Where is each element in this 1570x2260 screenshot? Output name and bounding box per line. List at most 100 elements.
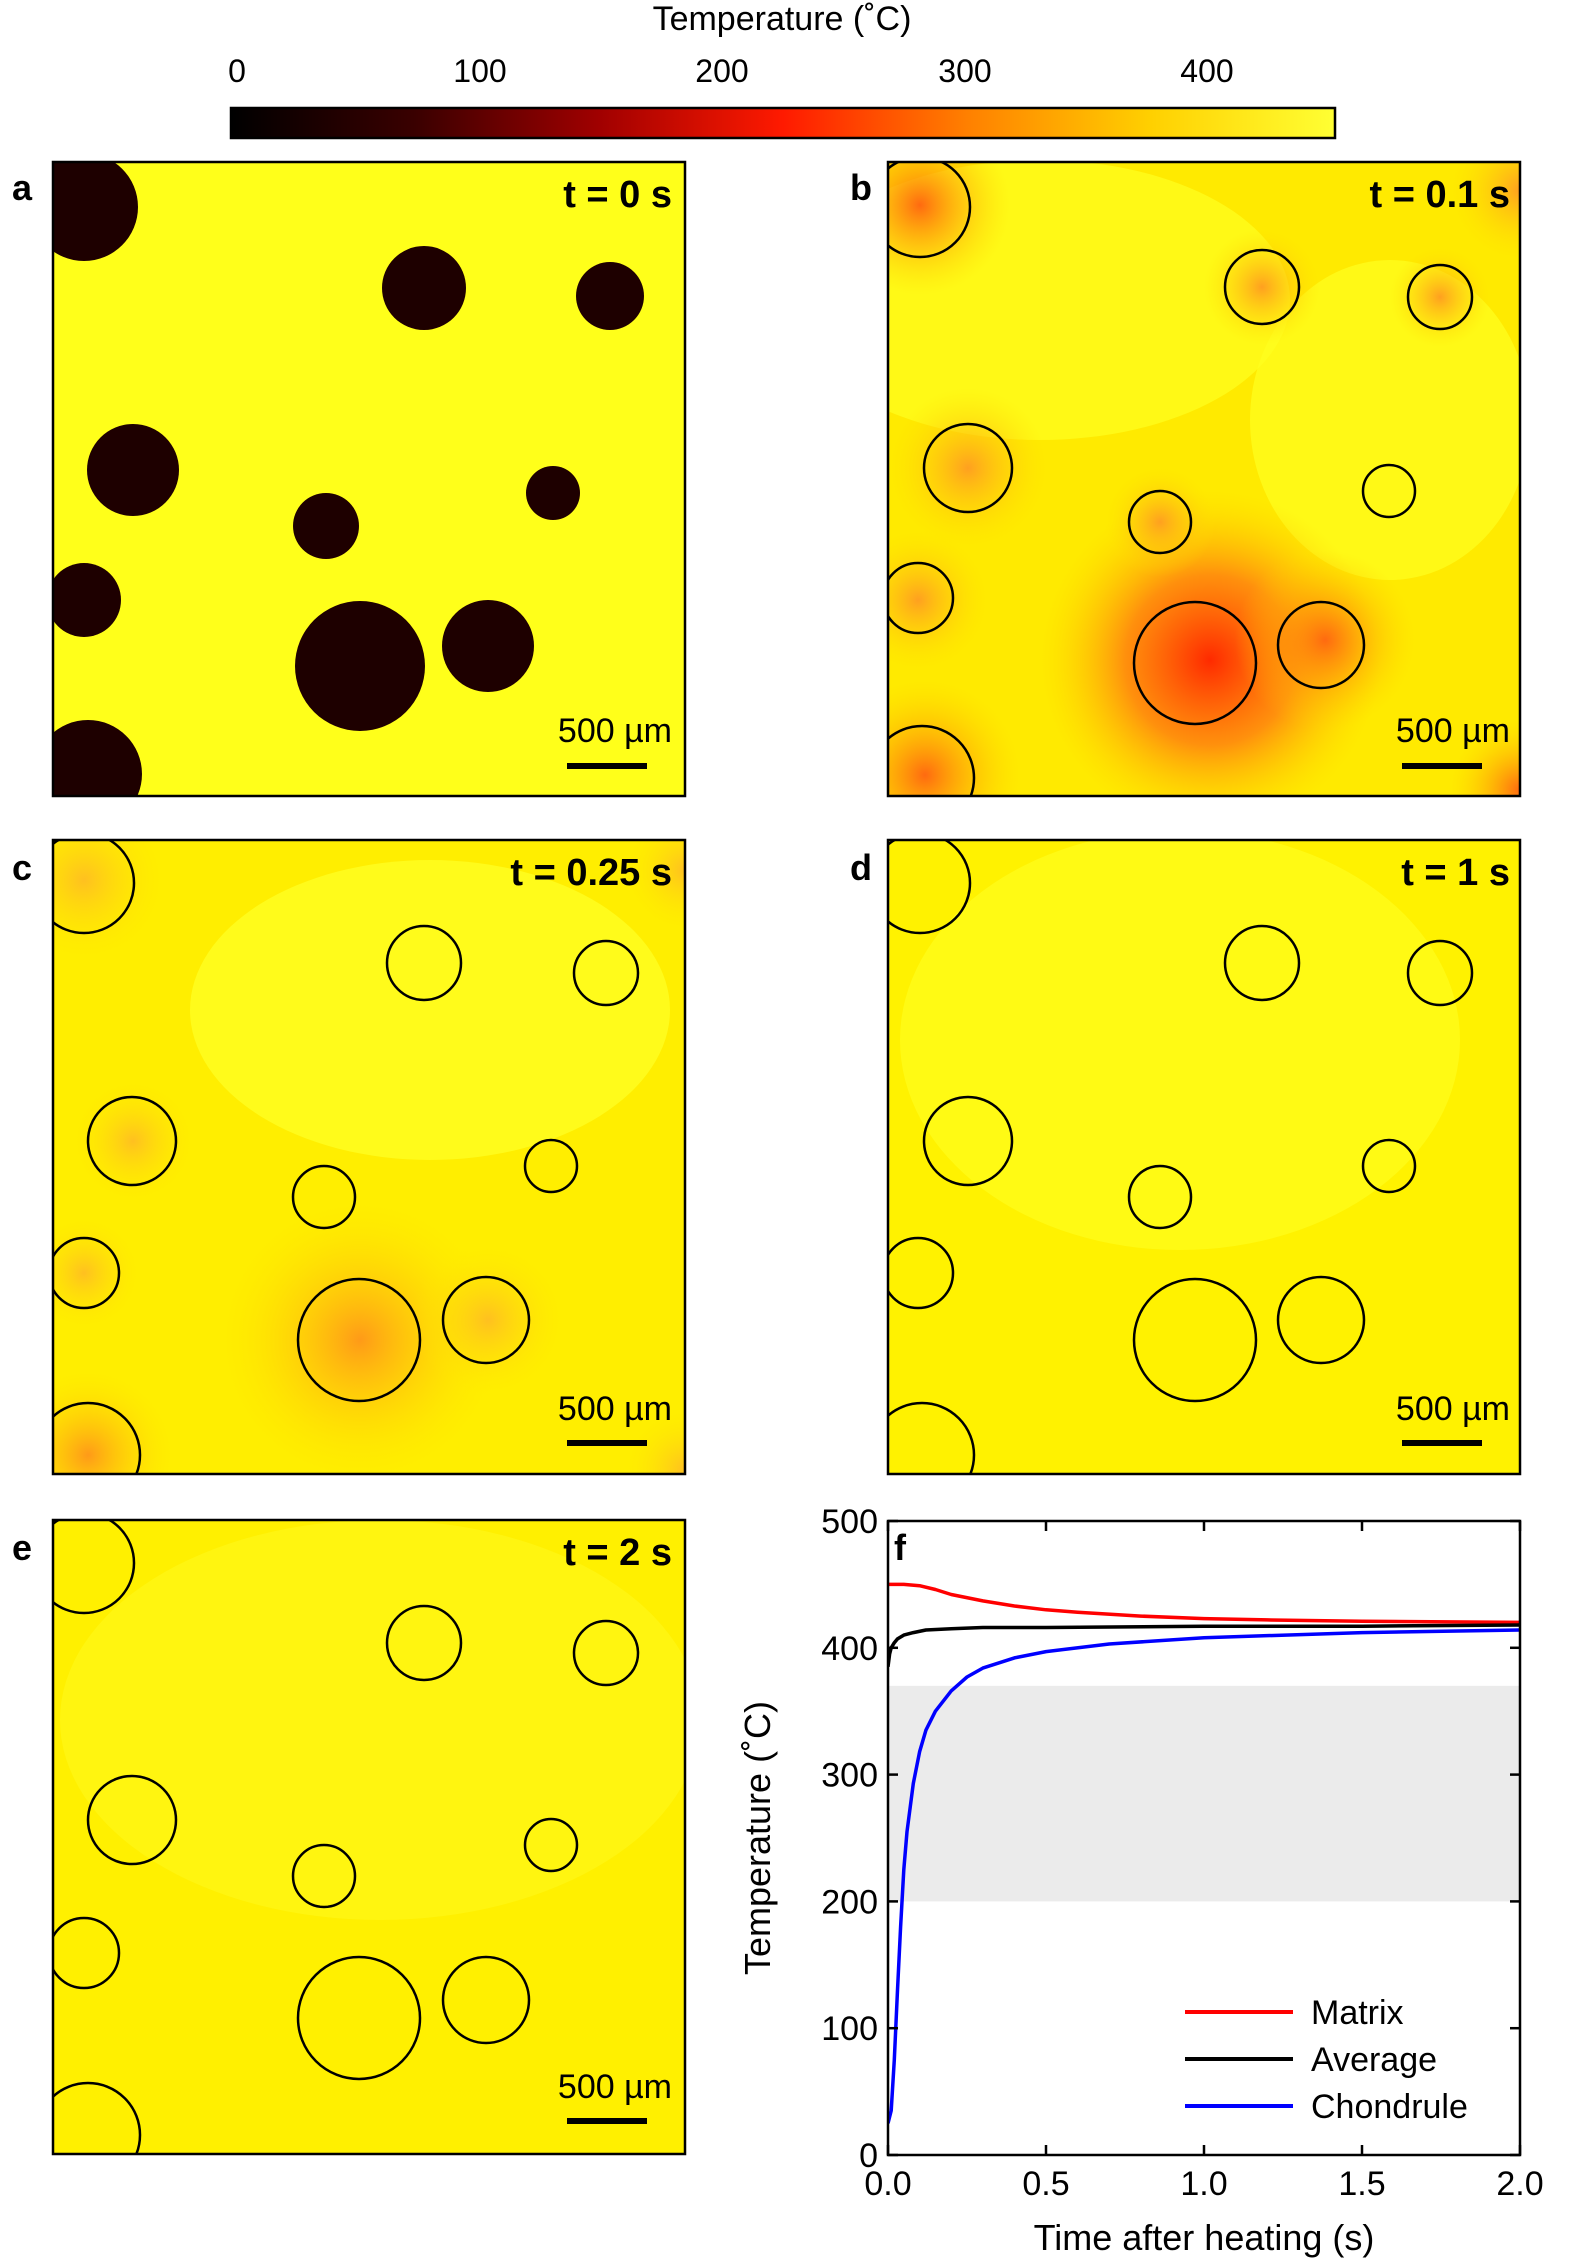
warm-region — [1204, 229, 1320, 345]
chondrule — [382, 246, 466, 330]
colorbar-title: Temperature (˚C) — [653, 0, 912, 38]
chondrule-outlines — [53, 1520, 640, 2154]
colorbar-tick-label: 0 — [228, 53, 246, 89]
chondrule — [1127, 1164, 1193, 1230]
panel-d: d t = 1 s 500 µm — [850, 838, 1522, 1476]
chondrule — [523, 1138, 579, 1194]
chondrule-outlines — [53, 840, 640, 1474]
warm-region — [1450, 720, 1520, 796]
panel-frame — [886, 160, 1522, 798]
warm-region — [220, 1200, 500, 1474]
colorbar-tick-label: 300 — [938, 53, 991, 89]
series-line-chondrule — [888, 1628, 1520, 2124]
chondrule — [572, 939, 640, 1007]
y-tick-label: 100 — [821, 2010, 878, 2048]
chondrule — [1132, 600, 1258, 726]
legend-label: Chondrule — [1311, 2088, 1468, 2126]
panel-letter: a — [12, 167, 33, 208]
x-tick-label: 0.0 — [864, 2165, 911, 2203]
chondrule — [1223, 248, 1301, 326]
chondrule — [1276, 600, 1366, 690]
scale-bar-label: 500 µm — [558, 1390, 672, 1428]
warm-region — [1390, 247, 1490, 347]
warm-region — [53, 1218, 139, 1328]
panel-letter: d — [850, 847, 872, 888]
chondrule — [291, 1843, 357, 1909]
legend: Matrix Average Chondrule — [1185, 1994, 1468, 2126]
warm-region — [888, 388, 1048, 548]
chondrule — [296, 1277, 422, 1403]
y-axis-label: Temperature (˚C) — [737, 1701, 778, 1975]
panel-letter: e — [12, 1527, 32, 1568]
x-tick-label: 2.0 — [1496, 2165, 1543, 2203]
warm-region — [53, 840, 164, 960]
panel-frame — [51, 1518, 687, 2156]
chondrule — [888, 1401, 976, 1474]
warm-region — [625, 1410, 685, 1474]
chondrule — [442, 600, 534, 692]
colorbar-tick-label: 100 — [453, 53, 506, 89]
panel-letter: c — [12, 847, 32, 888]
scale-bar-label: 500 µm — [558, 712, 672, 750]
warm-region — [413, 1245, 563, 1395]
time-label: t = 1 s — [1401, 852, 1510, 894]
chondrule — [86, 1095, 178, 1187]
chondrule — [526, 466, 580, 520]
warm-region — [53, 1370, 173, 1474]
panel-frame — [886, 838, 1522, 1476]
chondrule — [53, 162, 138, 261]
warm-region — [888, 530, 988, 670]
chondrule — [1127, 489, 1193, 555]
chondrule — [1361, 463, 1417, 519]
legend-label: Matrix — [1311, 1994, 1404, 2032]
series-line-matrix — [888, 1582, 1520, 1625]
panel-c: c t = 0 — [12, 838, 687, 1476]
chondrule — [53, 720, 142, 796]
panel-a: a t = 0 s 500 µm — [12, 160, 687, 798]
y-tick-label: 0 — [859, 2137, 878, 2175]
chondrule — [1276, 1275, 1366, 1365]
chondrule — [1132, 1277, 1258, 1403]
chondrule — [53, 840, 136, 935]
chondrules — [53, 162, 644, 796]
colorbar-tick-labels: 0 100 200 300 400 — [228, 53, 1234, 89]
warm-region — [1105, 467, 1215, 577]
colorbar: Temperature (˚C) 0 100 200 300 400 — [228, 0, 1337, 140]
y-tick-label: 500 — [821, 1503, 878, 1541]
chondrule — [888, 724, 976, 796]
panel-frame — [51, 838, 687, 1476]
time-label: t = 0 s — [563, 174, 672, 216]
chondrule — [1223, 924, 1301, 1002]
warm-region — [60, 1520, 685, 1920]
chondrule — [385, 1604, 463, 1682]
x-tick-label: 1.0 — [1180, 2165, 1227, 2203]
warm-region — [888, 162, 1010, 295]
chondrule — [888, 561, 955, 635]
chondrule — [888, 1236, 955, 1310]
panel-f: 0.0 0.5 1.0 1.5 2.0 0 100 200 300 400 500 f Time a… — [737, 1503, 1544, 2258]
chondrule — [53, 2081, 142, 2154]
chondrule — [53, 1236, 121, 1310]
y-tick-label: 400 — [821, 1630, 878, 1668]
chondrule — [53, 1401, 142, 1474]
legend-label: Average — [1311, 2041, 1437, 2079]
time-label: t = 2 s — [563, 1532, 672, 1574]
chondrule — [296, 1955, 422, 2081]
chondrule — [87, 424, 179, 516]
panel-letter: b — [850, 167, 872, 208]
chondrule — [53, 1520, 136, 1615]
chondrule — [1406, 263, 1474, 331]
chondrule — [385, 924, 463, 1002]
warm-region — [625, 840, 685, 930]
warm-region — [900, 840, 1460, 1250]
chondrule — [1406, 939, 1474, 1007]
chondrule — [922, 1095, 1014, 1187]
chondrule — [576, 262, 644, 330]
chart-axes: 0.0 0.5 1.0 1.5 2.0 0 100 200 300 400 500 — [821, 1503, 1543, 2203]
shaded-temperature-band — [888, 1685, 1520, 1902]
chondrule — [53, 563, 121, 637]
y-tick-label: 300 — [821, 1757, 878, 1795]
chondrule — [888, 840, 972, 935]
chondrule-outlines — [888, 162, 1474, 796]
